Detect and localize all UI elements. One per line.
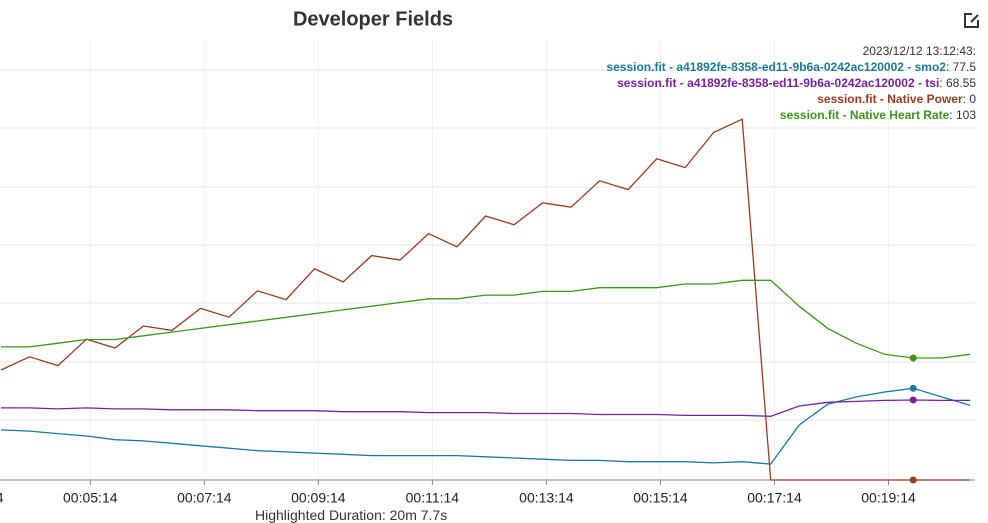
hover-dot	[909, 384, 917, 392]
x-tick-label: 00:11:14	[406, 490, 460, 506]
legend-name: session.fit - Native Power	[817, 92, 969, 106]
series-line	[0, 387, 971, 465]
tooltip-value: 0	[969, 92, 976, 106]
series-line	[0, 118, 971, 481]
hover-dot	[909, 476, 917, 484]
series-line	[1, 399, 971, 417]
x-tick-label: 00:17:14	[747, 490, 802, 506]
hover-dot	[909, 396, 917, 404]
x-tick-label: 00:05:14	[63, 490, 118, 506]
tooltip-row: session.fit - Native Heart Rate103	[606, 107, 976, 123]
tooltip-value: 103	[955, 108, 976, 122]
edit-icon[interactable]	[964, 13, 979, 28]
series-line	[1, 279, 971, 359]
tooltip-row: session.fit - a41892fe-8358-ed11-9b6a-02…	[606, 59, 976, 75]
x-tick-label: 00:19:14	[861, 490, 916, 506]
legend-name: session.fit - a41892fe-8358-ed11-9b6a-02…	[606, 60, 952, 74]
tooltip-row: session.fit - Native Power0	[606, 91, 976, 107]
tooltip: 2023/12/12 13:12:43: session.fit - a4189…	[606, 43, 976, 123]
footer: Highlighted Duration: 20m 7.7s	[255, 507, 448, 523]
x-tick-label: 00:07:14	[177, 490, 232, 506]
chart-title: Developer Fields	[293, 8, 453, 30]
x-tick-label: 00:13:14	[519, 490, 574, 506]
x-tick-label: 00:09:14	[291, 490, 346, 506]
legend-name: session.fit - Native Heart Rate	[780, 108, 956, 122]
legend-name: session.fit - a41892fe-8358-ed11-9b6a-02…	[617, 76, 946, 90]
tooltip-row: session.fit - a41892fe-8358-ed11-9b6a-02…	[606, 75, 976, 91]
tooltip-value: 77.5	[952, 60, 976, 74]
tooltip-time: 2023/12/12 13:12:43:	[862, 44, 976, 58]
x-tick-label: 00:03:14	[0, 490, 4, 506]
x-tick-label: 00:15:14	[633, 490, 688, 506]
tooltip-value: 68.55	[945, 76, 976, 90]
hover-dot	[909, 354, 917, 362]
